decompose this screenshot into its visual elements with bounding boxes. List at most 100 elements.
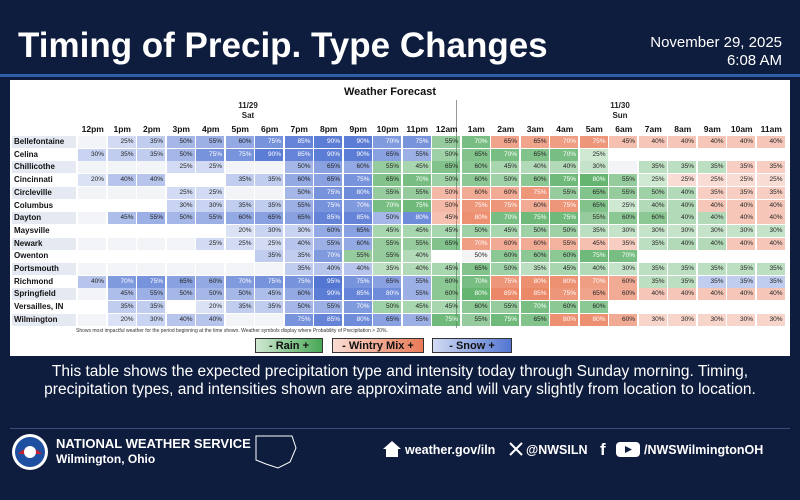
forecast-cell — [137, 186, 166, 199]
forecast-cell: 50% — [166, 212, 196, 225]
forecast-cell: 55% — [284, 199, 314, 212]
forecast-cell — [107, 263, 137, 275]
forecast-cell: 60% — [284, 288, 314, 301]
forecast-cell: 30% — [697, 224, 727, 237]
forecast-cell — [107, 186, 137, 199]
forecast-cell: 60% — [461, 161, 491, 174]
forecast-cell: 50% — [166, 288, 196, 301]
forecast-cell: 65% — [579, 186, 609, 199]
forecast-cell — [668, 148, 697, 161]
day-date: 11/29 — [238, 101, 258, 110]
forecast-cell: 60% — [638, 212, 668, 225]
hour-label: 7pm — [290, 124, 308, 134]
forecast-cell: 50% — [491, 263, 520, 275]
forecast-cell: 80% — [461, 288, 491, 301]
forecast-cell: 35% — [727, 263, 756, 275]
forecast-cell — [225, 313, 255, 326]
forecast-cell: 50% — [491, 174, 520, 187]
website[interactable]: weather.gov/iln — [405, 443, 496, 457]
forecast-cell: 30% — [756, 313, 786, 326]
hour-label: 1pm — [113, 124, 131, 134]
forecast-cell — [196, 250, 225, 263]
forecast-cell: 20% — [196, 301, 225, 314]
x-icon — [509, 442, 523, 456]
forecast-cell: 70% — [579, 275, 609, 288]
forecast-cell — [697, 148, 727, 161]
forecast-cell: 55% — [402, 186, 432, 199]
forecast-cell — [225, 186, 255, 199]
forecast-cell: 35% — [727, 275, 756, 288]
forecast-cell: 75% — [255, 275, 284, 288]
forecast-cell: 70% — [343, 301, 373, 314]
forecast-cell: 30% — [727, 313, 756, 326]
forecast-cell: 20% — [107, 313, 137, 326]
forecast-cell: 60% — [461, 186, 491, 199]
forecast-cell: 75% — [461, 199, 491, 212]
forecast-cell: 55% — [402, 148, 432, 161]
footer-rule — [10, 428, 790, 429]
hour-label: 9pm — [349, 124, 367, 134]
forecast-cell: 55% — [550, 186, 579, 199]
forecast-cell: 40% — [107, 174, 137, 187]
forecast-cell: 40% — [638, 288, 668, 301]
forecast-cell: 90% — [343, 148, 373, 161]
forecast-cell: 45% — [432, 263, 461, 275]
forecast-cell: 25% — [196, 186, 225, 199]
forecast-cell: 60% — [196, 275, 225, 288]
forecast-cell: 30% — [638, 224, 668, 237]
forecast-cell: 25% — [196, 237, 225, 250]
hour-label: 6pm — [261, 124, 279, 134]
forecast-cell: 40% — [402, 263, 432, 275]
forecast-cell: 85% — [520, 288, 550, 301]
forecast-cell — [137, 250, 166, 263]
forecast-cell: 35% — [697, 161, 727, 174]
social-handle[interactable]: /NWSWilmingtonOH — [644, 443, 764, 457]
hour-label: 4pm — [202, 124, 220, 134]
forecast-cell: 55% — [609, 186, 638, 199]
forecast-cell — [166, 224, 196, 237]
forecast-cell: 75% — [343, 174, 373, 187]
forecast-cell: 60% — [609, 212, 638, 225]
forecast-cell — [78, 313, 107, 326]
forecast-cell: 30% — [196, 199, 225, 212]
forecast-cell: 40% — [756, 212, 786, 225]
forecast-cell: 75% — [432, 313, 461, 326]
forecast-cell — [196, 174, 225, 187]
forecast-cell: 60% — [343, 237, 373, 250]
hour-label: 3pm — [172, 124, 190, 134]
forecast-cell: 60% — [432, 275, 461, 288]
forecast-cell: 30% — [166, 199, 196, 212]
forecast-cell: 65% — [432, 161, 461, 174]
forecast-cell: 50% — [373, 212, 402, 225]
forecast-cell — [78, 212, 107, 225]
location-name: Owenton — [12, 250, 76, 263]
location-name: Maysville — [12, 224, 76, 237]
forecast-cell: 40% — [697, 199, 727, 212]
forecast-cell: 30% — [609, 224, 638, 237]
forecast-cell — [638, 301, 668, 314]
forecast-cell — [78, 224, 107, 237]
forecast-cell: 60% — [314, 224, 343, 237]
forecast-cell: 55% — [196, 212, 225, 225]
forecast-cell: 35% — [697, 275, 727, 288]
forecast-cell: 35% — [756, 186, 786, 199]
location-name: Columbus — [12, 199, 76, 212]
legend-item: - Wintry Mix + — [332, 338, 424, 353]
hour-label: 8am — [674, 124, 692, 134]
forecast-cell: 55% — [137, 288, 166, 301]
location-name: Portsmouth — [12, 263, 76, 275]
forecast-cell: 35% — [668, 275, 697, 288]
forecast-cell: 40% — [668, 288, 697, 301]
forecast-cell: 35% — [284, 263, 314, 275]
forecast-cell: 30% — [609, 263, 638, 275]
forecast-cell: 35% — [756, 161, 786, 174]
forecast-cell: 40% — [668, 237, 697, 250]
location-name: Springfield — [12, 288, 76, 301]
forecast-cell: 35% — [225, 199, 255, 212]
forecast-cell: 50% — [196, 288, 225, 301]
twitter-handle[interactable]: @NWSILN — [526, 443, 588, 457]
forecast-cell: 55% — [432, 136, 461, 148]
forecast-cell: 75% — [550, 212, 579, 225]
forecast-cell: 40% — [314, 263, 343, 275]
forecast-cell: 45% — [402, 224, 432, 237]
